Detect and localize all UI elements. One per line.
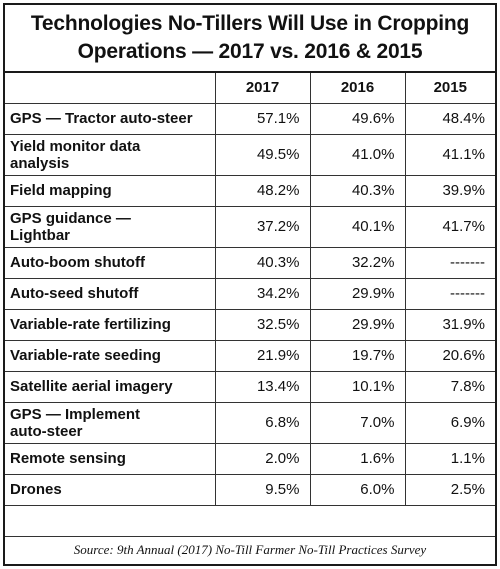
table-body: GPS — Tractor auto-steer 57.1% 49.6% 48.4% Y… xyxy=(5,102,495,506)
table-row: Yield monitor data analysis 49.5% 41.0% 41.1… xyxy=(5,133,495,176)
row-label: Variable-rate fertilizing xyxy=(5,308,216,341)
cell-2017: 40.3% xyxy=(214,246,311,279)
cell-2017: 37.2% xyxy=(214,205,311,248)
row-label: GPS guidance — Lightbar xyxy=(5,205,216,248)
row-label-line: GPS — Implement xyxy=(10,405,141,423)
header-row: 2017 2016 2015 xyxy=(5,73,495,104)
cell-2016: 10.1% xyxy=(309,370,406,403)
cell-2015: 39.9% xyxy=(404,174,495,207)
cell-2016: 32.2% xyxy=(309,246,406,279)
cell-2017: 57.1% xyxy=(214,102,311,135)
cell-2016: 1.6% xyxy=(309,442,406,475)
cell-2015: 31.9% xyxy=(404,308,495,341)
cell-2017: 21.9% xyxy=(214,339,311,372)
cell-2016: 41.0% xyxy=(309,133,406,176)
cell-2016: 49.6% xyxy=(309,102,406,135)
cell-2015: ------- xyxy=(404,277,495,310)
row-label: Field mapping xyxy=(5,174,216,207)
row-label: Remote sensing xyxy=(5,442,216,475)
row-label-line: Auto-boom shutoff xyxy=(10,254,145,271)
cell-2015: 20.6% xyxy=(404,339,495,372)
cell-2015: 2.5% xyxy=(404,473,495,506)
cell-2015: 41.7% xyxy=(404,205,495,248)
title-line-2: Operations — 2017 vs. 2016 & 2015 xyxy=(77,40,423,63)
cell-2016: 6.0% xyxy=(309,473,406,506)
cell-2016: 19.7% xyxy=(309,339,406,372)
row-label: Drones xyxy=(5,473,216,506)
header-2017: 2017 xyxy=(214,73,311,104)
cell-2015: 7.8% xyxy=(404,370,495,403)
cell-2017: 13.4% xyxy=(214,370,311,403)
cell-2017: 49.5% xyxy=(214,133,311,176)
table-row: GPS guidance — Lightbar 37.2% 40.1% 41.7% xyxy=(5,205,495,248)
row-label-line: GPS — Tractor auto-steer xyxy=(10,110,193,127)
table-row: Auto-seed shutoff 34.2% 29.9% ------- xyxy=(5,277,495,310)
row-label-line: Remote sensing xyxy=(10,450,126,467)
cell-2016: 7.0% xyxy=(309,401,406,444)
header-label-column xyxy=(5,73,216,104)
cell-2016: 29.9% xyxy=(309,277,406,310)
cell-2017: 2.0% xyxy=(214,442,311,475)
row-label-line: GPS guidance — xyxy=(10,209,131,227)
table-row: Satellite aerial imagery 13.4% 10.1% 7.8% xyxy=(5,370,495,403)
row-label-line: Drones xyxy=(10,481,62,498)
table-row: Auto-boom shutoff 40.3% 32.2% ------- xyxy=(5,246,495,279)
cell-2015: ------- xyxy=(404,246,495,279)
source-note: Source: 9th Annual (2017) No-Till Farmer… xyxy=(5,536,495,564)
table-row: Variable-rate seeding 21.9% 19.7% 20.6% xyxy=(5,339,495,372)
table-title: Technologies No-Tillers Will Use in Crop… xyxy=(5,5,495,73)
row-label: Satellite aerial imagery xyxy=(5,370,216,403)
table-row: GPS — Tractor auto-steer 57.1% 49.6% 48.4% xyxy=(5,102,495,135)
row-label-line: Auto-seed shutoff xyxy=(10,285,139,302)
row-label-line: Lightbar xyxy=(10,226,70,244)
cell-2017: 6.8% xyxy=(214,401,311,444)
row-label-line: analysis xyxy=(10,154,70,172)
row-label-line: Yield monitor data xyxy=(10,137,141,155)
table-row: Drones 9.5% 6.0% 2.5% xyxy=(5,473,495,506)
cell-2015: 1.1% xyxy=(404,442,495,475)
row-label-line: Variable-rate fertilizing xyxy=(10,316,171,333)
data-table: 2017 2016 2015 GPS — Tractor auto-steer 5… xyxy=(5,73,495,506)
title-line-1: Technologies No-Tillers Will Use in Crop… xyxy=(30,12,470,35)
cell-2017: 48.2% xyxy=(214,174,311,207)
row-label: GPS — Tractor auto-steer xyxy=(5,102,216,135)
cell-2016: 40.1% xyxy=(309,205,406,248)
cell-2017: 34.2% xyxy=(214,277,311,310)
row-label-line: Field mapping xyxy=(10,182,112,199)
cell-2015: 41.1% xyxy=(404,133,495,176)
header-2015: 2015 xyxy=(404,73,495,104)
row-label-line: Satellite aerial imagery xyxy=(10,378,173,395)
row-label: GPS — Implement auto-steer xyxy=(5,401,216,444)
row-label: Auto-boom shutoff xyxy=(5,246,216,279)
cell-2016: 40.3% xyxy=(309,174,406,207)
row-label: Variable-rate seeding xyxy=(5,339,216,372)
header-2016: 2016 xyxy=(309,73,406,104)
row-label-line: auto-steer xyxy=(10,422,83,440)
cell-2017: 9.5% xyxy=(214,473,311,506)
table-row: Variable-rate fertilizing 32.5% 29.9% 31.9% xyxy=(5,308,495,341)
cell-2015: 6.9% xyxy=(404,401,495,444)
cell-2016: 29.9% xyxy=(309,308,406,341)
row-label: Auto-seed shutoff xyxy=(5,277,216,310)
table-frame: Technologies No-Tillers Will Use in Crop… xyxy=(3,3,497,566)
cell-2017: 32.5% xyxy=(214,308,311,341)
cell-2015: 48.4% xyxy=(404,102,495,135)
row-label-line: Variable-rate seeding xyxy=(10,347,161,364)
table-row: GPS — Implement auto-steer 6.8% 7.0% 6.9% xyxy=(5,401,495,444)
row-label: Yield monitor data analysis xyxy=(5,133,216,176)
table-row: Remote sensing 2.0% 1.6% 1.1% xyxy=(5,442,495,475)
table-row: Field mapping 48.2% 40.3% 39.9% xyxy=(5,174,495,207)
